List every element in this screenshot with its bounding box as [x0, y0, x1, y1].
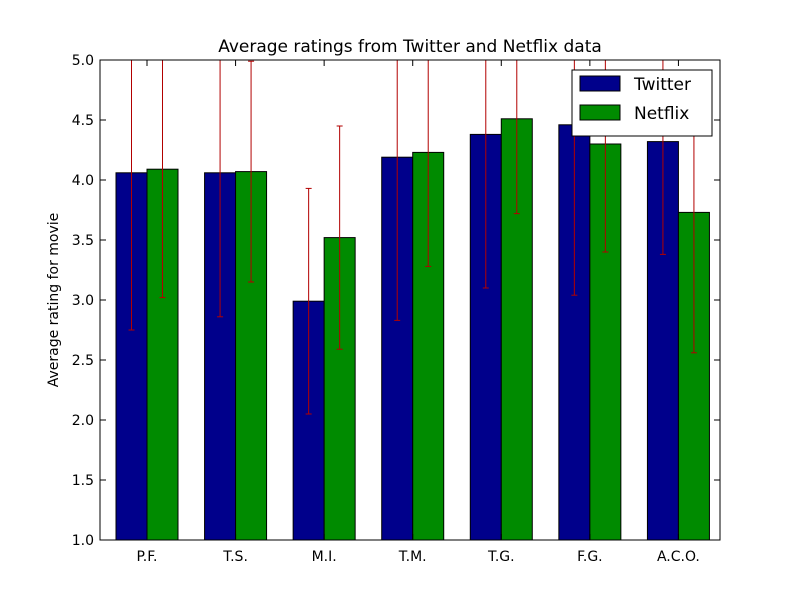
y-tick-label-7: 4.5 [72, 113, 94, 129]
legend-swatch-twitter [579, 75, 621, 92]
y-axis-ticks: 1.0 1.5 2.0 2.5 3.0 3.5 4.0 4.5 5.0 [72, 53, 720, 549]
y-tick-label-3: 2.5 [72, 353, 94, 369]
legend-label-twitter: Twitter [633, 75, 691, 95]
x-tick-label-3: T.M. [398, 549, 427, 565]
y-tick-label-0: 1.0 [72, 533, 94, 549]
chart-title: Average ratings from Twitter and Netflix… [218, 37, 602, 57]
y-tick-label-2: 2.0 [72, 413, 94, 429]
y-axis-label: Average rating for movie [46, 213, 62, 388]
x-tick-label-6: A.C.O. [657, 549, 700, 565]
x-tick-label-4: T.G. [487, 549, 515, 565]
legend: Twitter Netflix [571, 69, 713, 137]
y-tick-label-5: 3.5 [72, 233, 94, 249]
legend-label-netflix: Netflix [634, 104, 689, 124]
x-tick-label-1: T.S. [222, 549, 248, 565]
y-tick-label-4: 3.0 [72, 293, 94, 309]
x-axis-ticks: P.F. T.S. M.I. T.M. T.G. F.G. A.C.O. [137, 60, 700, 565]
bars-layer [115, 118, 710, 541]
x-tick-label-5: F.G. [577, 549, 603, 565]
y-tick-label-6: 4.0 [72, 173, 94, 189]
y-tick-label-1: 1.5 [72, 473, 94, 489]
x-tick-label-2: M.I. [312, 549, 337, 565]
x-tick-label-0: P.F. [137, 549, 158, 565]
legend-swatch-netflix [579, 104, 621, 121]
y-tick-label-8: 5.0 [72, 53, 94, 69]
